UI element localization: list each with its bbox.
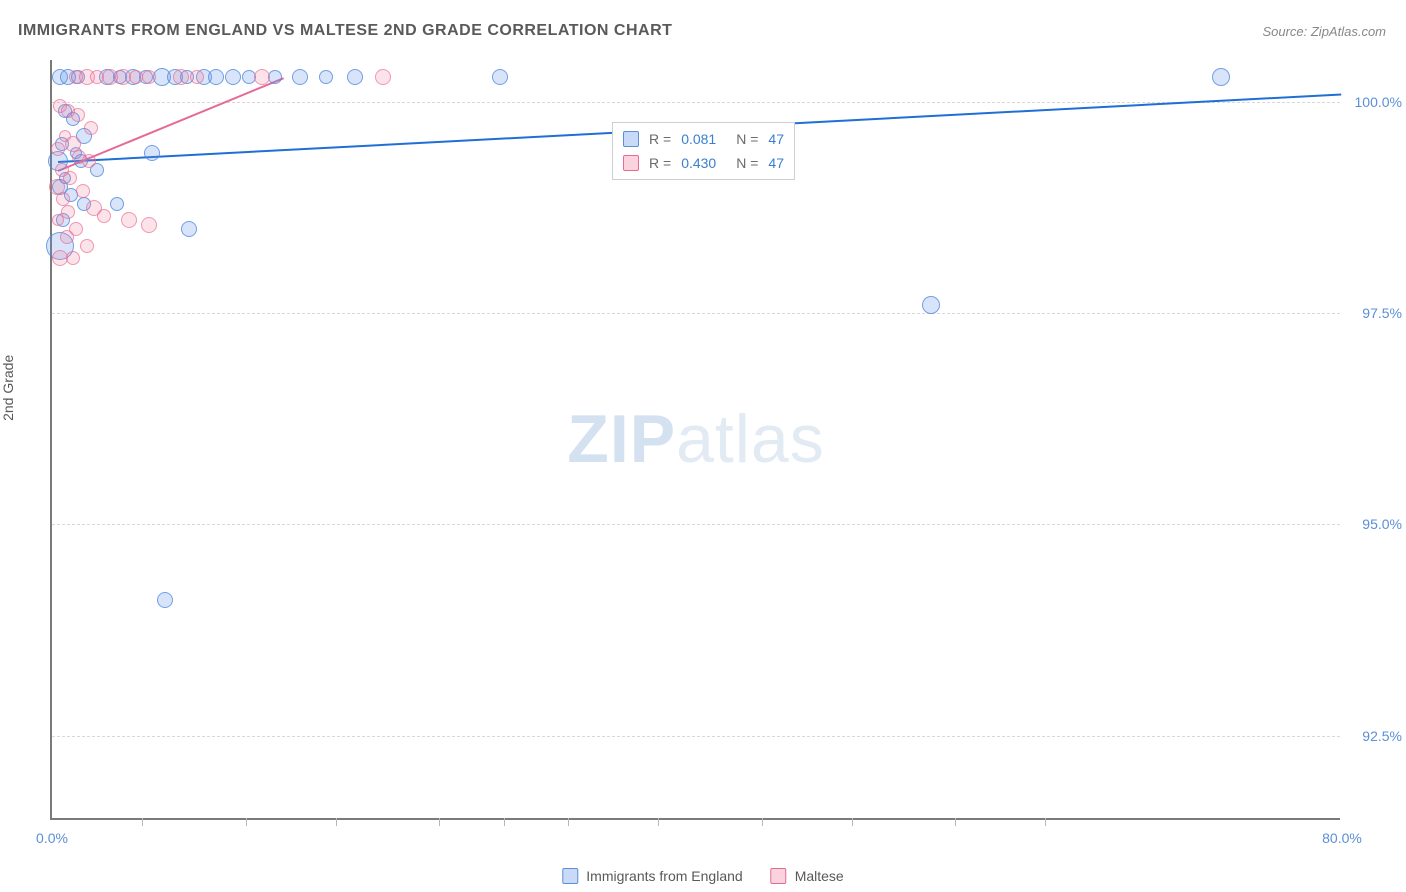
scatter-point (63, 171, 77, 185)
scatter-point (181, 221, 197, 237)
scatter-point (1212, 68, 1230, 86)
r-value-2: 0.430 (681, 155, 716, 171)
scatter-point (492, 69, 508, 85)
x-minor-tick (246, 818, 247, 826)
y-tick-label: 100.0% (1355, 94, 1402, 110)
legend-item-england: Immigrants from England (562, 868, 742, 884)
scatter-point (60, 230, 74, 244)
y-axis-label: 2nd Grade (0, 355, 16, 421)
scatter-point (347, 69, 363, 85)
x-minor-tick (336, 818, 337, 826)
scatter-point (80, 239, 94, 253)
legend-swatch-blue (623, 131, 639, 147)
y-tick-label: 97.5% (1362, 305, 1402, 321)
chart-title: IMMIGRANTS FROM ENGLAND VS MALTESE 2ND G… (18, 22, 672, 40)
legend-row-series2: R = 0.430 N = 47 (623, 151, 784, 175)
n-label: N = (736, 155, 758, 171)
scatter-point (254, 69, 270, 85)
series-legend: Immigrants from England Maltese (562, 868, 843, 884)
scatter-point (76, 184, 90, 198)
scatter-point (190, 70, 204, 84)
correlation-legend-box: R = 0.081 N = 47 R = 0.430 N = 47 (612, 122, 795, 180)
x-minor-tick (658, 818, 659, 826)
n-label: N = (736, 131, 758, 147)
scatter-point (51, 142, 65, 156)
legend-swatch-pink (771, 868, 787, 884)
r-label: R = (649, 155, 671, 171)
scatter-point (208, 69, 224, 85)
x-minor-tick (852, 818, 853, 826)
scatter-point (84, 121, 98, 135)
x-tick-label: 80.0% (1322, 830, 1362, 846)
watermark-bold: ZIP (567, 401, 676, 477)
x-minor-tick (504, 818, 505, 826)
scatter-point (922, 296, 940, 314)
scatter-point (129, 70, 143, 84)
watermark-light: atlas (676, 401, 825, 477)
legend-label-1: Immigrants from England (586, 868, 742, 884)
scatter-point (97, 209, 111, 223)
x-minor-tick (955, 818, 956, 826)
y-tick-label: 95.0% (1362, 516, 1402, 532)
scatter-point (52, 214, 64, 226)
source-attribution: Source: ZipAtlas.com (1262, 24, 1386, 39)
x-minor-tick (1045, 818, 1046, 826)
legend-row-series1: R = 0.081 N = 47 (623, 127, 784, 151)
scatter-point (82, 154, 96, 168)
scatter-point (157, 592, 173, 608)
legend-swatch-blue (562, 868, 578, 884)
x-tick-label: 0.0% (36, 830, 68, 846)
scatter-point (142, 70, 156, 84)
x-minor-tick (762, 818, 763, 826)
scatter-point (121, 212, 137, 228)
gridline-horizontal (52, 524, 1340, 525)
legend-swatch-pink (623, 155, 639, 171)
r-value-1: 0.081 (681, 131, 716, 147)
scatter-point (319, 70, 333, 84)
scatter-point (110, 197, 124, 211)
scatter-point (66, 251, 80, 265)
gridline-horizontal (52, 736, 1340, 737)
x-minor-tick (439, 818, 440, 826)
legend-label-2: Maltese (795, 868, 844, 884)
x-minor-tick (568, 818, 569, 826)
n-value-2: 47 (768, 155, 784, 171)
scatter-point (292, 69, 308, 85)
x-minor-tick (142, 818, 143, 826)
scatter-point (225, 69, 241, 85)
r-label: R = (649, 131, 671, 147)
legend-item-maltese: Maltese (771, 868, 844, 884)
scatter-point (141, 217, 157, 233)
watermark-text: ZIPatlas (567, 400, 824, 478)
gridline-horizontal (52, 313, 1340, 314)
scatter-point (173, 69, 189, 85)
scatter-point (144, 145, 160, 161)
y-tick-label: 92.5% (1362, 728, 1402, 744)
scatter-point (71, 108, 85, 122)
n-value-1: 47 (768, 131, 784, 147)
scatter-point (375, 69, 391, 85)
